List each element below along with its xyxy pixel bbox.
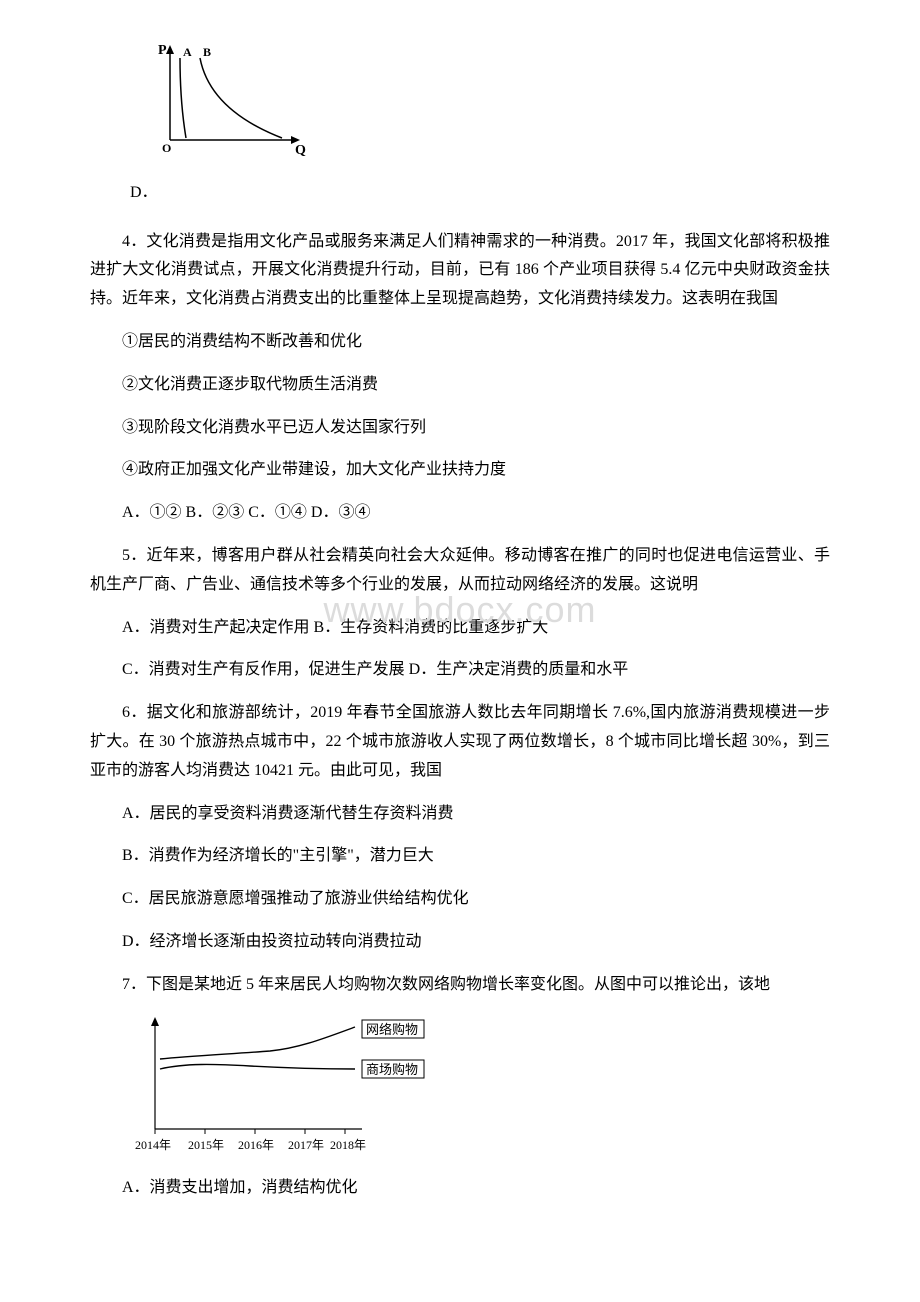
- axis-q-label: Q: [295, 143, 306, 158]
- xtick-2015: 2015年: [188, 1138, 224, 1152]
- xtick-2016: 2016年: [238, 1138, 274, 1152]
- axis-p-label: P: [158, 43, 167, 58]
- xtick-2014: 2014年: [135, 1138, 171, 1152]
- xtick-2017: 2017年: [288, 1138, 324, 1152]
- q6-stem: 6．据文化和旅游部统计，2019 年春节全国旅游人数比去年同期增长 7.6%,国…: [90, 699, 830, 785]
- curve-a-label: A: [183, 45, 192, 59]
- q4-statement-4: ④政府正加强文化产业带建设，加大文化产业扶持力度: [90, 456, 830, 485]
- q7-option-a: A．消费支出增加，消费结构优化: [90, 1174, 830, 1203]
- q5-options-cd: C．消费对生产有反作用，促进生产发展 D．生产决定消费的质量和水平: [90, 656, 830, 685]
- option-d-label: D．: [130, 179, 158, 208]
- q4-statement-1: ①居民的消费结构不断改善和优化: [90, 328, 830, 357]
- q4-options: A．①② B．②③ C．①④ D．③④: [90, 499, 830, 528]
- q4-stem: 4．文化消费是指用文化产品或服务来满足人们精神需求的一种消费。2017 年，我国…: [90, 228, 830, 314]
- q5-options-ab: A．消费对生产起决定作用 B．生存资料消费的比重逐步扩大: [90, 614, 830, 643]
- q5-stem: 5．近年来，博客用户群从社会精英向社会大众延伸。移动博客在推广的同时也促进电信运…: [90, 542, 830, 600]
- q6-option-c: C．居民旅游意愿增强推动了旅游业供给结构优化: [90, 885, 830, 914]
- xtick-2018: 2018年: [330, 1138, 366, 1152]
- q7-stem: 7．下图是某地近 5 年来居民人均购物次数网络购物增长率变化图。从图中可以推论出…: [90, 971, 830, 1000]
- curve-b-label: B: [203, 45, 211, 59]
- legend-online: 网络购物: [366, 1022, 418, 1037]
- q4-statement-3: ③现阶段文化消费水平已迈人发达国家行列: [90, 414, 830, 443]
- q6-option-d: D．经济增长逐渐由投资拉动转向消费拉动: [90, 928, 830, 957]
- q6-option-b: B．消费作为经济增长的"主引擎"，潜力巨大: [90, 842, 830, 871]
- q7-chart: 网络购物 商场购物 2014年 2015年 2016年 2017年 2018年: [130, 1014, 830, 1164]
- chart-d-figure: P A B O Q: [150, 40, 830, 171]
- legend-mall: 商场购物: [366, 1062, 418, 1077]
- q6-option-a: A．居民的享受资料消费逐渐代替生存资料消费: [90, 800, 830, 829]
- q4-statement-2: ②文化消费正逐步取代物质生活消费: [90, 371, 830, 400]
- origin-label: O: [162, 141, 171, 155]
